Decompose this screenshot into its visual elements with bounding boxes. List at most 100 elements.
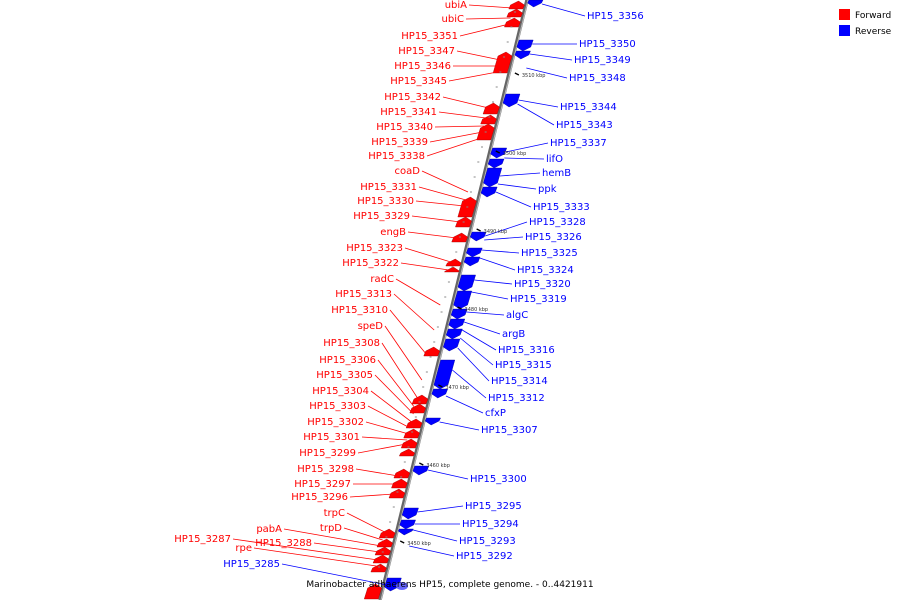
forward-gene-glyph bbox=[445, 258, 462, 267]
axis-tick-label: 3450 kbp bbox=[407, 541, 431, 547]
forward-gene-label: HP15_3340 bbox=[376, 122, 433, 133]
legend-reverse-label: Reverse bbox=[855, 27, 892, 37]
reverse-gene-label: HP15_3294 bbox=[462, 519, 519, 530]
reverse-leader-line bbox=[485, 221, 528, 237]
reverse-gene-label: HP15_3333 bbox=[533, 202, 590, 213]
forward-leader-line bbox=[426, 137, 482, 157]
reverse-leader-line bbox=[474, 279, 513, 285]
forward-gene-glyph bbox=[480, 114, 497, 125]
reverse-gene-label: HP15_3316 bbox=[498, 345, 555, 356]
forward-gene-label: HP15_3287 bbox=[174, 534, 231, 545]
forward-leader-line bbox=[370, 390, 412, 423]
forward-leader-line bbox=[407, 231, 457, 239]
reverse-leader-line bbox=[526, 67, 568, 79]
forward-leader-line bbox=[418, 186, 467, 201]
axis-ticks: 3510 kbp 3500 kbp 3490 kbp 3480 kbp 3470 kbp… bbox=[374, 11, 546, 583]
reverse-gene-label: argB bbox=[502, 329, 525, 340]
forward-leader-line bbox=[415, 200, 465, 207]
forward-gene-glyph bbox=[411, 394, 429, 405]
forward-gene-label: HP15_3341 bbox=[380, 107, 437, 118]
forward-leader-line bbox=[381, 342, 418, 399]
forward-gene-glyph bbox=[482, 102, 500, 115]
reverse-leader-line bbox=[541, 3, 586, 17]
reverse-leader-line bbox=[517, 103, 555, 126]
axis-tick-label: 3470 kbp bbox=[445, 385, 469, 391]
forward-gene-label: HP15_3331 bbox=[360, 182, 417, 193]
reverse-leader-line bbox=[281, 563, 393, 587]
forward-leader-line bbox=[384, 325, 423, 381]
reverse-gene-label: hemB bbox=[542, 168, 571, 179]
reverse-gene-glyph bbox=[443, 338, 461, 352]
forward-gene-label: pabA bbox=[256, 524, 282, 535]
forward-gene-label: HP15_3308 bbox=[323, 338, 380, 349]
forward-gene-glyph bbox=[400, 438, 418, 449]
reverse-gene-glyph bbox=[445, 328, 463, 340]
reverse-leader-line bbox=[499, 172, 541, 177]
reverse-gene-glyph bbox=[469, 231, 487, 242]
reverse-leader-line bbox=[461, 329, 497, 351]
reverse-gene-label: HP15_3343 bbox=[556, 120, 613, 131]
forward-gene-label: radC bbox=[370, 274, 394, 285]
forward-gene-glyph bbox=[398, 448, 416, 457]
reverse-gene-label: HP15_3350 bbox=[579, 39, 636, 50]
axis-tick-label: 3510 kbp bbox=[522, 73, 546, 79]
forward-gene-label: ubiC bbox=[442, 14, 464, 25]
legend-forward-swatch bbox=[839, 9, 850, 20]
reverse-leader-line bbox=[479, 257, 516, 271]
legend: Forward Reverse bbox=[839, 9, 892, 37]
forward-leader-line bbox=[442, 96, 489, 109]
reverse-gene-label: HP15_3349 bbox=[574, 55, 631, 66]
forward-leader-line bbox=[253, 547, 377, 567]
forward-gene-label: HP15_3345 bbox=[390, 76, 447, 87]
forward-gene-label: HP15_3339 bbox=[371, 137, 428, 148]
forward-gene-glyph bbox=[504, 17, 521, 28]
reverse-gene-glyph bbox=[399, 519, 416, 530]
reverse-leader-line bbox=[466, 311, 505, 316]
forward-gene-glyph bbox=[363, 583, 382, 600]
forward-leader-line bbox=[468, 4, 514, 9]
reverse-gene-label: HP15_3325 bbox=[521, 248, 578, 259]
reverse-gene-glyph bbox=[424, 417, 441, 426]
reverse-leader-line bbox=[484, 236, 524, 241]
forward-leader-line bbox=[389, 309, 429, 357]
forward-leader-line bbox=[421, 170, 469, 193]
forward-gene-label: engB bbox=[380, 227, 406, 238]
reverse-gene-glyph bbox=[487, 158, 505, 169]
forward-gene-glyph bbox=[423, 346, 440, 357]
forward-leader-line bbox=[393, 293, 435, 331]
reverse-leader-line bbox=[427, 469, 469, 480]
reverse-gene-glyph bbox=[466, 247, 483, 258]
reverse-gene-glyph bbox=[516, 39, 534, 52]
forward-gene-glyph bbox=[409, 403, 427, 414]
forward-gene-glyph bbox=[372, 554, 390, 564]
forward-gene-glyph bbox=[405, 418, 423, 429]
reverse-leader-line bbox=[505, 142, 549, 153]
reverse-gene-glyph bbox=[448, 318, 466, 330]
forward-gene-label: HP15_3323 bbox=[346, 243, 403, 254]
reverse-leader-line bbox=[459, 337, 494, 366]
reverse-leader-line bbox=[529, 53, 573, 61]
reverse-gene-glyph bbox=[453, 290, 472, 310]
forward-gene-label: HP15_3302 bbox=[307, 417, 364, 428]
forward-leader-line bbox=[456, 50, 501, 61]
axis-major-tick bbox=[438, 384, 443, 388]
reverse-gene-label: HP15_3348 bbox=[569, 73, 626, 84]
reverse-gene-glyph bbox=[483, 167, 503, 188]
forward-gene-label: HP15_3306 bbox=[319, 355, 376, 366]
axis-major-tick bbox=[457, 306, 462, 310]
forward-gene-label: HP15_3342 bbox=[384, 92, 441, 103]
reverse-gene-label: cfxP bbox=[485, 408, 506, 419]
forward-gene-label: coaD bbox=[395, 166, 421, 177]
forward-gene-glyph bbox=[443, 266, 460, 273]
forward-gene-label: ubiA bbox=[445, 0, 467, 11]
gene-labels: ubiA ubiC HP15_3351 HP15_3347 HP15_3346 HP15_… bbox=[174, 0, 643, 570]
forward-leader-line bbox=[400, 262, 449, 271]
reverse-gene-label: HP15_3295 bbox=[465, 501, 522, 512]
axis-major-tick bbox=[495, 150, 501, 154]
reverse-leader-line bbox=[504, 157, 545, 160]
forward-leader-line bbox=[346, 512, 385, 533]
reverse-gene-glyph bbox=[384, 577, 402, 592]
forward-leader-line bbox=[374, 374, 414, 415]
reverse-leader-line bbox=[417, 505, 464, 513]
forward-leader-line bbox=[459, 23, 510, 37]
